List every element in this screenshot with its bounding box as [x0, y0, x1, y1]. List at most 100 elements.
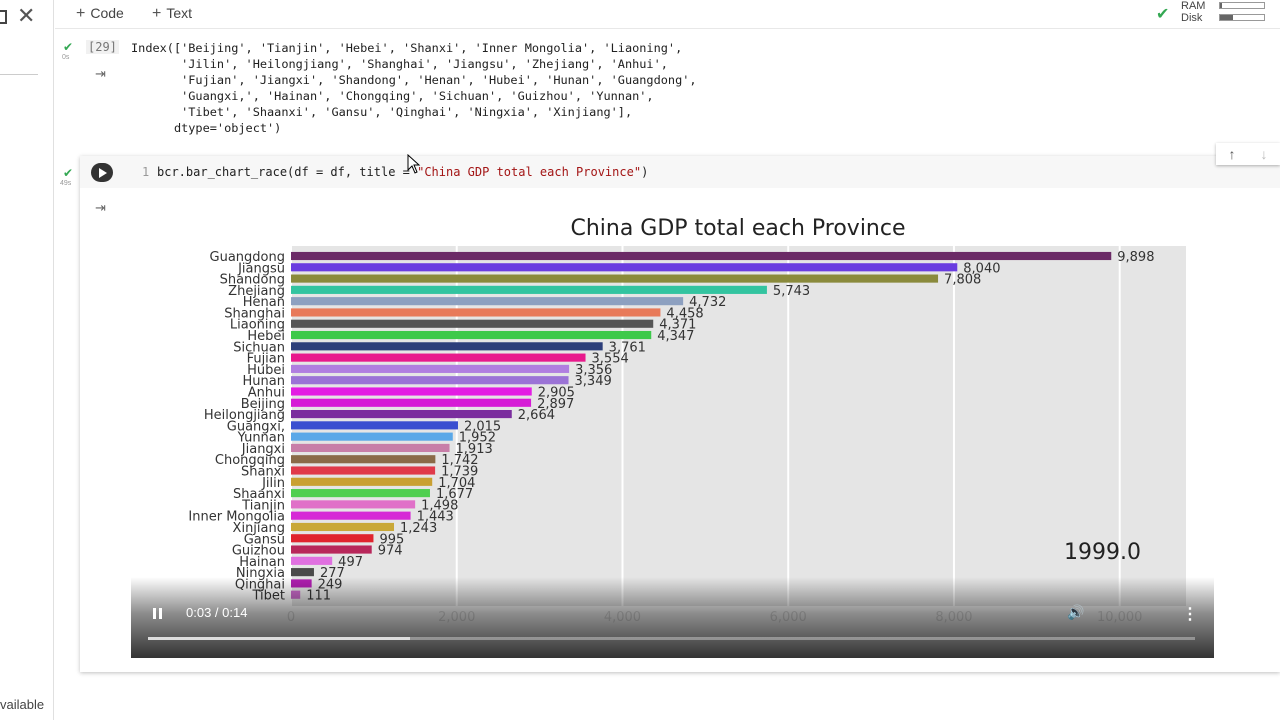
output-line: 'Guangxi,', 'Hainan', 'Chongqing', 'Sich… [181, 89, 654, 103]
data-label: 1,443 [417, 510, 454, 525]
data-label: 2,905 [538, 385, 575, 400]
bar-category-label: Fujian [247, 352, 285, 367]
bar [291, 274, 939, 283]
bar-category-label: Shandong [220, 273, 285, 288]
bar [291, 330, 652, 340]
bar-category-label: Hunan [243, 374, 285, 389]
bar-category-label: Guizhou [232, 544, 285, 559]
ram-label: RAM [1181, 0, 1206, 12]
cell-success-check-icon: ✔ [63, 166, 74, 180]
bar [291, 251, 1112, 261]
disk-usage-bar[interactable] [1219, 14, 1265, 21]
output-line: 'Jilin', 'Heilongjiang', 'Shanghai', 'Ji… [181, 57, 668, 71]
video-time-label: 0:03 / 0:14 [186, 605, 248, 620]
output-text: Index(['Beijing', 'Tianjin', 'Hebei', 'S… [131, 40, 697, 136]
bar-category-label: Xinjiang [233, 521, 285, 536]
bar-category-label: Hebei [247, 329, 285, 344]
bar [291, 568, 314, 577]
line-number: 1 [142, 165, 150, 179]
bar-category-label: Beijing [241, 397, 285, 412]
volume-icon[interactable]: 🔊 [1067, 604, 1085, 620]
data-label: 1,677 [436, 487, 473, 502]
bar [291, 432, 453, 441]
data-label: 3,761 [609, 340, 646, 355]
output-icon[interactable]: ⇥ [95, 66, 106, 81]
output-line: 'Fujian', 'Jiangxi', 'Shandong', 'Henan'… [181, 73, 697, 87]
bar-category-label: Tianjin [241, 498, 285, 513]
move-up-icon[interactable]: ↑ [1228, 146, 1236, 162]
output-line: 'Tibet', 'Shaanxi', 'Gansu', 'Qinghai', … [181, 105, 633, 119]
bar [291, 545, 372, 554]
bar-category-label: Inner Mongolia [188, 510, 285, 525]
disk-usage-fill [1220, 15, 1234, 20]
bar-category-label: Hubei [247, 363, 285, 378]
panel-toggle-icon[interactable] [0, 10, 7, 24]
chart-title: China GDP total each Province [570, 216, 905, 241]
ram-usage-fill [1220, 3, 1223, 8]
bar-category-label: Jiangsu [237, 261, 285, 276]
code-string-literal: "China GDP total each Province" [417, 165, 642, 179]
data-label: 1,742 [441, 453, 478, 468]
bar [291, 477, 433, 486]
toolbar-divider [55, 28, 1280, 29]
bar-category-label: Heilongjiang [204, 408, 285, 423]
plus-icon: + [76, 5, 86, 22]
connected-check-icon: ✔ [1156, 6, 1170, 23]
output-line: dtype='object') [131, 121, 282, 135]
bar-category-label: Jilin [261, 476, 285, 491]
data-label: 1,739 [441, 465, 478, 480]
code-prefix: bcr.bar_chart_race(df = df, title = [157, 165, 418, 179]
bar-category-label: Anhui [248, 385, 285, 400]
data-label: 8,040 [963, 261, 1000, 276]
video-controls-overlay [131, 577, 1214, 658]
data-label: 7,808 [944, 273, 981, 288]
data-label: 497 [338, 555, 363, 570]
output-line: Index(['Beijing', 'Tianjin', 'Hebei', 'S… [131, 41, 683, 55]
pause-icon[interactable] [151, 607, 165, 621]
code-suffix: ) [641, 165, 649, 179]
data-label: 4,458 [666, 306, 703, 321]
bar-category-label: Sichuan [233, 340, 285, 355]
data-label: 3,356 [575, 363, 612, 378]
data-label: 4,732 [689, 295, 726, 310]
bar-category-label: Gansu [244, 532, 285, 547]
ram-usage-bar[interactable] [1219, 2, 1265, 9]
bar-category-label: Jiangxi [241, 442, 285, 457]
bar [291, 342, 603, 351]
data-label: 5,743 [773, 284, 810, 299]
data-label: 1,952 [459, 431, 496, 446]
data-label: 974 [378, 544, 403, 559]
bar [291, 556, 333, 565]
move-down-icon[interactable]: ↓ [1260, 146, 1268, 162]
bar [291, 353, 586, 362]
bar [291, 500, 416, 509]
bar [291, 285, 767, 294]
bar-category-label: Shaanxi [233, 487, 285, 502]
left-sidebar [0, 0, 54, 720]
bar [291, 398, 532, 407]
data-label: 1,498 [421, 498, 458, 513]
bar [291, 489, 430, 498]
close-icon[interactable]: ✕ [17, 3, 36, 28]
add-text-button[interactable]: + Text [152, 4, 192, 23]
video-progress-bar[interactable] [148, 637, 1195, 640]
bar [291, 410, 512, 419]
code-input-area[interactable] [80, 156, 1280, 188]
run-cell-button[interactable] [91, 163, 113, 182]
bar-category-label: Hainan [239, 555, 285, 570]
sidebar-divider [0, 74, 38, 75]
mouse-cursor-icon [407, 154, 421, 174]
add-code-button[interactable]: + Code [76, 4, 124, 23]
bar-category-label: Shanxi [241, 465, 285, 480]
data-label: 3,349 [575, 374, 612, 389]
data-label: 9,898 [1117, 250, 1154, 265]
output-icon[interactable]: ⇥ [95, 200, 106, 215]
more-options-icon[interactable]: ⋮ [1182, 606, 1198, 623]
bar-category-label: Shanghai [224, 306, 285, 321]
code-text[interactable]: bcr.bar_chart_race(df = df, title = "Chi… [157, 165, 648, 179]
bar [291, 522, 395, 532]
bar [291, 443, 450, 452]
execution-count: [29] [86, 40, 119, 54]
bar-category-label: Chongqing [215, 453, 285, 468]
bar [291, 387, 532, 396]
